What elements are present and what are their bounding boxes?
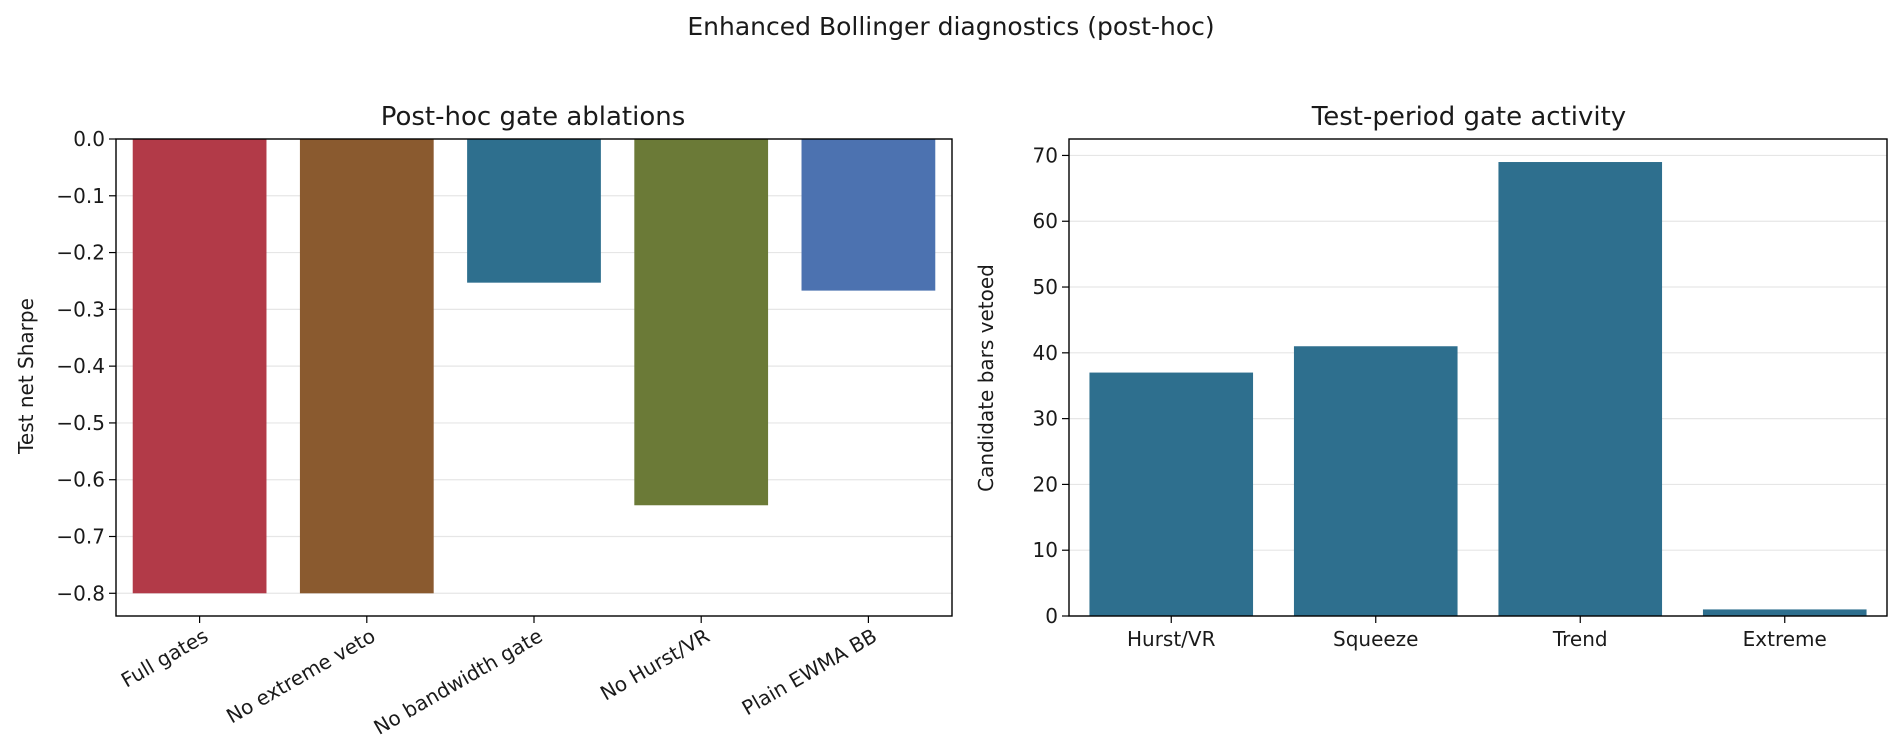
gate-activity-bar bbox=[1498, 162, 1663, 616]
gate-activity-bars bbox=[1089, 162, 1867, 616]
gate-activity-x-ticks: Hurst/VR Squeeze Trend Extreme bbox=[1127, 616, 1827, 651]
gate-activity-plot-frame bbox=[1068, 138, 1888, 617]
gate-activity-y-tick-label: 70 bbox=[1033, 143, 1058, 167]
ablation-y-axis-label: Test net Sharpe bbox=[14, 298, 38, 455]
ablation-chart-title: Post-hoc gate ablations bbox=[381, 102, 686, 132]
gate-activity-bar bbox=[1702, 609, 1867, 616]
gate-activity-chart-title: Test-period gate activity bbox=[1311, 102, 1626, 132]
ablation-x-tick-label: No extreme veto bbox=[222, 624, 379, 729]
ablation-bar bbox=[132, 139, 267, 594]
ablation-bar bbox=[801, 139, 936, 291]
ablation-y-tick-label: 0.0 bbox=[73, 127, 105, 151]
ablation-x-tick-label: No Hurst/VR bbox=[596, 623, 714, 705]
ablation-y-tick-label: −0.5 bbox=[56, 411, 105, 435]
ablation-bar bbox=[634, 139, 769, 506]
gate-activity-y-tick-label: 30 bbox=[1033, 407, 1058, 431]
ablation-x-tick-label: No bandwidth gate bbox=[370, 624, 547, 740]
gate-activity-x-tick-label: Squeeze bbox=[1333, 627, 1418, 651]
ablation-y-tick-label: −0.8 bbox=[56, 581, 105, 605]
gate-activity-y-tick-label: 10 bbox=[1033, 538, 1058, 562]
gate-activity-bar bbox=[1089, 372, 1254, 616]
ablation-y-tick-label: −0.6 bbox=[56, 468, 105, 492]
ablation-x-tick-label: Plain EWMA BB bbox=[738, 624, 881, 721]
figure-suptitle: Enhanced Bollinger diagnostics (post-hoc… bbox=[687, 12, 1214, 41]
ablation-plot-frame bbox=[115, 138, 953, 617]
ablation-x-tick-label: Full gates bbox=[117, 624, 212, 693]
gate-activity-y-axis-label: Candidate bars vetoed bbox=[974, 264, 998, 492]
ablation-y-tick-label: −0.1 bbox=[56, 184, 105, 208]
ablation-y-ticks: 0.0 −0.1 −0.2 −0.3 −0.4 −0.5 −0.6 −0.7 −0.8 bbox=[56, 127, 116, 605]
gate-activity-y-tick-label: 0 bbox=[1045, 604, 1058, 628]
ablation-y-tick-label: −0.3 bbox=[56, 297, 105, 321]
gate-activity-y-tick-label: 20 bbox=[1033, 472, 1058, 496]
ablation-bars bbox=[132, 139, 936, 594]
ablation-y-tick-label: −0.4 bbox=[56, 354, 105, 378]
ablation-chart: Post-hoc gate ablations Test net Sharpe … bbox=[14, 102, 953, 740]
gate-activity-y-tick-label: 50 bbox=[1033, 275, 1058, 299]
ablation-y-tick-label: −0.7 bbox=[56, 525, 105, 549]
gate-activity-x-tick-label: Extreme bbox=[1743, 627, 1827, 651]
ablation-bar bbox=[467, 139, 601, 283]
ablation-y-tick-label: −0.2 bbox=[56, 241, 105, 265]
ablation-bar bbox=[299, 139, 434, 594]
gate-activity-x-tick-label: Hurst/VR bbox=[1127, 627, 1216, 651]
gate-activity-x-tick-label: Trend bbox=[1552, 627, 1608, 651]
gate-activity-y-tick-label: 60 bbox=[1033, 209, 1058, 233]
gate-activity-chart: Test-period gate activity Candidate bars… bbox=[974, 102, 1888, 651]
gate-activity-y-tick-label: 40 bbox=[1033, 341, 1058, 365]
gate-activity-bar bbox=[1293, 346, 1458, 616]
gate-activity-y-ticks: 0 10 20 30 40 50 60 70 bbox=[1033, 143, 1069, 628]
